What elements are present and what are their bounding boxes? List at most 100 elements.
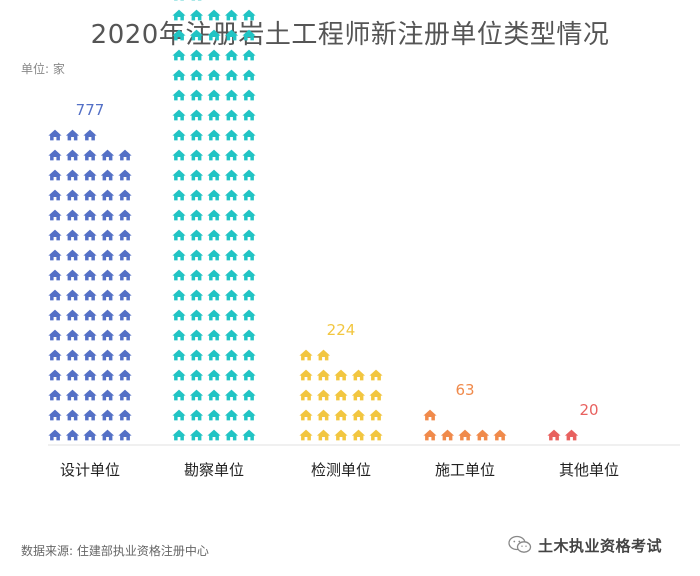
house-icon [100, 409, 115, 421]
house-icon [224, 169, 239, 181]
house-icon [207, 249, 221, 261]
house-icon [224, 309, 239, 321]
house-icon [224, 189, 239, 201]
house-icon [48, 369, 62, 381]
house-icon [369, 429, 383, 441]
house-icon [224, 109, 239, 121]
house-icon [189, 69, 204, 81]
house-icon [172, 189, 186, 201]
house-icon [83, 149, 97, 161]
house-icon [100, 229, 115, 241]
house-icon [65, 229, 80, 241]
house-icon [48, 169, 62, 181]
house-icon [242, 269, 256, 281]
house-icon [118, 189, 132, 201]
house-icon [48, 329, 62, 341]
house-icon [334, 389, 348, 401]
house-icon [242, 189, 256, 201]
house-icon [83, 129, 97, 141]
house-icon [118, 429, 132, 441]
house-icon [207, 89, 221, 101]
house-icon [224, 389, 239, 401]
house-icon [316, 429, 331, 441]
house-icon [242, 349, 256, 361]
house-icon [48, 309, 62, 321]
house-icon [100, 389, 115, 401]
house-icon [48, 189, 62, 201]
house-icon [547, 429, 561, 441]
house-icon [172, 389, 186, 401]
house-icon [100, 269, 115, 281]
house-icon [242, 9, 256, 21]
house-icon [65, 349, 80, 361]
house-icon [172, 229, 186, 241]
house-icon [48, 349, 62, 361]
house-icon [118, 309, 132, 321]
house-icon [118, 269, 132, 281]
house-icon [207, 9, 221, 21]
house-icon [189, 109, 204, 121]
house-icon [224, 69, 239, 81]
house-icon [189, 429, 204, 441]
house-icon [224, 9, 239, 21]
house-icon [189, 289, 204, 301]
house-icon [475, 429, 490, 441]
house-icon [224, 369, 239, 381]
house-icon [207, 29, 221, 41]
house-icon [172, 289, 186, 301]
house-icon [242, 169, 256, 181]
house-icon [564, 429, 579, 441]
house-icon [48, 129, 62, 141]
house-icon [100, 369, 115, 381]
house-icon [189, 209, 204, 221]
house-icon [118, 349, 132, 361]
pictogram-bar [172, 0, 256, 441]
house-icon [299, 349, 313, 361]
house-icon [207, 429, 221, 441]
house-icon [189, 269, 204, 281]
house-icon [334, 409, 348, 421]
pictogram-bar [48, 129, 132, 441]
house-icon [48, 409, 62, 421]
house-icon [118, 149, 132, 161]
house-icon [224, 429, 239, 441]
house-icon [48, 229, 62, 241]
house-icon [351, 389, 366, 401]
house-icon [118, 169, 132, 181]
house-icon [172, 429, 186, 441]
house-icon [189, 9, 204, 21]
house-icon [189, 149, 204, 161]
house-icon [189, 309, 204, 321]
house-icon [242, 149, 256, 161]
house-icon [83, 429, 97, 441]
value-label: 224 [327, 321, 356, 339]
house-icon [207, 409, 221, 421]
house-icon [242, 69, 256, 81]
house-icon [207, 189, 221, 201]
house-icon [83, 409, 97, 421]
house-icon [351, 369, 366, 381]
pictogram-bar [423, 409, 507, 441]
house-icon [83, 169, 97, 181]
house-icon [100, 349, 115, 361]
house-icon [316, 409, 331, 421]
house-icon [65, 149, 80, 161]
house-icon [172, 169, 186, 181]
house-icon [100, 429, 115, 441]
unit-label: 单位: 家 [21, 62, 65, 76]
house-icon [172, 49, 186, 61]
house-icon [65, 309, 80, 321]
house-icon [458, 429, 472, 441]
house-icon [65, 249, 80, 261]
house-icon [172, 309, 186, 321]
category-label: 勘察单位 [184, 461, 244, 479]
house-icon [48, 429, 62, 441]
house-icon [224, 289, 239, 301]
house-icon [48, 249, 62, 261]
house-icon [83, 369, 97, 381]
house-icon [65, 409, 80, 421]
house-icon [242, 369, 256, 381]
house-icon [65, 329, 80, 341]
house-icon [100, 169, 115, 181]
